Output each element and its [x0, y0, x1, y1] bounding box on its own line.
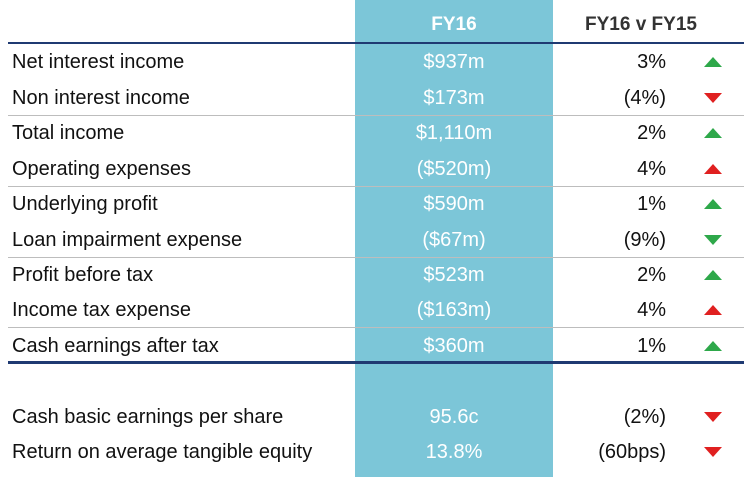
- down-arrow-icon: [704, 447, 722, 457]
- up-arrow-icon: [704, 305, 722, 315]
- row-label: Income tax expense: [12, 299, 191, 321]
- row-change: 3%: [637, 51, 666, 73]
- row-value: $173m: [423, 87, 485, 109]
- down-arrow-icon: [704, 93, 722, 103]
- row-value: ($520m): [416, 158, 492, 180]
- row-change: 1%: [637, 193, 666, 215]
- header-rule: [8, 42, 744, 44]
- down-arrow-icon: [704, 412, 722, 422]
- row-value: $523m: [423, 264, 485, 286]
- row-change: (9%): [623, 229, 666, 251]
- row-value: $590m: [423, 193, 485, 215]
- row-label: Total income: [12, 122, 125, 144]
- up-arrow-icon: [704, 199, 722, 209]
- row-divider: [8, 186, 744, 187]
- row-value: $360m: [423, 335, 485, 357]
- row-change: 4%: [637, 299, 666, 321]
- row-change: (2%): [623, 406, 666, 428]
- up-arrow-icon: [704, 128, 722, 138]
- row-label: Cash earnings after tax: [12, 335, 219, 357]
- row-value: ($67m): [422, 229, 486, 251]
- row-label: Underlying profit: [12, 193, 158, 215]
- row-value: 95.6c: [429, 406, 479, 428]
- down-arrow-icon: [704, 235, 722, 245]
- row-label: Net interest income: [12, 51, 185, 73]
- row-change: (60bps): [598, 441, 666, 463]
- row-divider: [8, 327, 744, 328]
- up-arrow-icon: [704, 341, 722, 351]
- row-label: Non interest income: [12, 87, 190, 109]
- row-change: 4%: [637, 158, 666, 180]
- up-arrow-icon: [704, 164, 722, 174]
- row-divider: [8, 115, 744, 116]
- row-label: Cash basic earnings per share: [12, 406, 284, 428]
- row-label: Operating expenses: [12, 158, 192, 180]
- fy16-column-highlight: [355, 0, 553, 477]
- up-arrow-icon: [704, 270, 722, 280]
- row-value: $1,110m: [415, 122, 493, 144]
- row-divider: [8, 257, 744, 258]
- row-change: (4%): [623, 87, 666, 109]
- row-label: Loan impairment expense: [12, 229, 243, 251]
- row-value: 13.8%: [425, 441, 483, 463]
- row-change: 2%: [637, 122, 666, 144]
- row-change: 1%: [637, 335, 666, 357]
- row-label: Profit before tax: [12, 264, 154, 286]
- row-value: $937m: [423, 51, 485, 73]
- row-value: ($163m): [416, 299, 492, 321]
- row-change: 2%: [637, 264, 666, 286]
- row-label: Return on average tangible equity: [12, 441, 313, 463]
- up-arrow-icon: [704, 57, 722, 67]
- header-change: FY16 v FY15: [585, 14, 697, 35]
- header-fy16: FY16: [431, 14, 477, 35]
- total-rule: [8, 361, 744, 364]
